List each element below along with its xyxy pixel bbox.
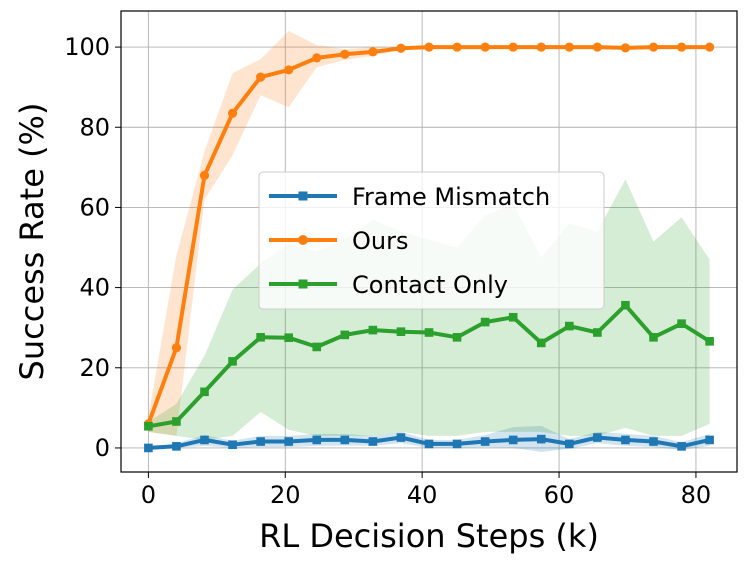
- plot-frame: [120, 10, 738, 473]
- frame-mismatch-point-0: [144, 443, 153, 453]
- ours-point-3: [227, 108, 238, 118]
- series-lines: [143, 42, 715, 453]
- contact-only-point-4: [256, 333, 265, 342]
- frame-mismatch-point-2: [200, 435, 209, 445]
- contact-only-point-7: [340, 330, 350, 340]
- y-tick-label-60: 60: [79, 193, 110, 221]
- contact-only-point-9: [396, 327, 406, 336]
- x-tick-label-20: 20: [270, 481, 301, 509]
- frame-mismatch-point-3: [228, 440, 237, 450]
- contact-only-point-5: [284, 333, 293, 343]
- ours-point-4: [256, 72, 266, 82]
- frame-mismatch-point-15: [565, 439, 574, 449]
- contact-only-point-19: [677, 319, 686, 328]
- contact-only-point-18: [649, 333, 658, 342]
- ours-point-2: [199, 170, 210, 180]
- legend-marker-ours: [298, 235, 308, 245]
- contact-only-point-1: [172, 417, 181, 426]
- frame-mismatch-point-9: [396, 433, 406, 442]
- ours-point-14: [536, 42, 546, 52]
- frame-mismatch-point-10: [424, 439, 434, 449]
- contact-only-point-13: [508, 312, 518, 322]
- y-tick-label-20: 20: [79, 354, 110, 382]
- y-axis-title: Success Rate (%): [13, 103, 51, 381]
- y-tick-label-80: 80: [79, 113, 110, 141]
- ours-point-13: [508, 42, 518, 52]
- frame-mismatch-point-19: [677, 442, 686, 451]
- x-tick-label-0: 0: [141, 481, 156, 509]
- legend-label-contact-only: Contact Only: [352, 271, 508, 299]
- contact-only-point-12: [480, 317, 490, 327]
- contact-only-point-17: [621, 300, 630, 310]
- x-tick-label-80: 80: [681, 481, 712, 509]
- ours-point-16: [592, 42, 602, 52]
- contact-only-point-3: [228, 357, 237, 366]
- contact-only-point-20: [705, 337, 714, 346]
- frame-mismatch-point-14: [536, 434, 546, 444]
- ours-point-19: [676, 42, 687, 52]
- frame-mismatch-point-7: [340, 435, 350, 445]
- frame-mismatch-point-4: [256, 437, 265, 446]
- legend-marker-frame-mismatch: [298, 191, 308, 201]
- ours-point-18: [648, 42, 659, 52]
- x-tick-label-40: 40: [407, 481, 438, 509]
- contact-only-point-16: [593, 328, 602, 337]
- ours-point-12: [480, 42, 490, 52]
- ours-point-8: [368, 47, 378, 57]
- frame-mismatch-point-16: [593, 433, 602, 442]
- x-tick-label-60: 60: [544, 481, 575, 509]
- frame-mismatch-point-13: [508, 435, 518, 445]
- frame-mismatch-point-11: [452, 439, 462, 449]
- ours-point-6: [312, 53, 322, 63]
- contact-only-point-6: [312, 342, 322, 352]
- frame-mismatch-point-8: [368, 437, 378, 446]
- y-tick-label-0: 0: [95, 434, 110, 462]
- y-tick-label-100: 100: [64, 33, 110, 61]
- x-axis-title: RL Decision Steps (k): [259, 517, 599, 555]
- contact-only-point-2: [200, 387, 209, 397]
- contact-only-point-10: [424, 328, 434, 337]
- ours-point-5: [284, 65, 294, 75]
- ours-point-17: [620, 43, 631, 53]
- frame-mismatch-point-12: [480, 437, 490, 446]
- ours-point-9: [396, 43, 406, 53]
- y-tick-label-40: 40: [79, 274, 110, 302]
- ours-point-7: [340, 49, 350, 59]
- frame-mismatch-point-18: [649, 437, 658, 446]
- contact-only-point-8: [368, 325, 378, 335]
- frame-mismatch-point-6: [312, 435, 322, 445]
- ours-point-10: [424, 42, 434, 52]
- contact-only-point-11: [452, 333, 462, 342]
- contact-only-point-14: [536, 338, 546, 348]
- legend-label-ours: Ours: [352, 227, 408, 255]
- frame-mismatch-point-5: [284, 437, 293, 446]
- frame-mismatch-point-1: [172, 442, 181, 451]
- legend-marker-contact-only: [298, 279, 308, 289]
- legend-label-frame-mismatch: Frame Mismatch: [352, 183, 550, 211]
- contact-only-point-0: [144, 422, 153, 431]
- legend-box: [258, 171, 605, 310]
- contact-only-point-15: [565, 321, 574, 331]
- ours-point-1: [171, 343, 182, 353]
- axis-ticks: 0 20 40 60 80 0 20 40 60 80 100: [64, 33, 711, 509]
- ours-point-15: [564, 42, 574, 52]
- ours-point-11: [452, 42, 462, 52]
- frame-mismatch-point-20: [705, 435, 714, 445]
- frame-mismatch-point-17: [621, 435, 630, 445]
- legend: Frame Mismatch Ours Contact Only: [258, 171, 605, 310]
- ours-point-20: [705, 42, 715, 52]
